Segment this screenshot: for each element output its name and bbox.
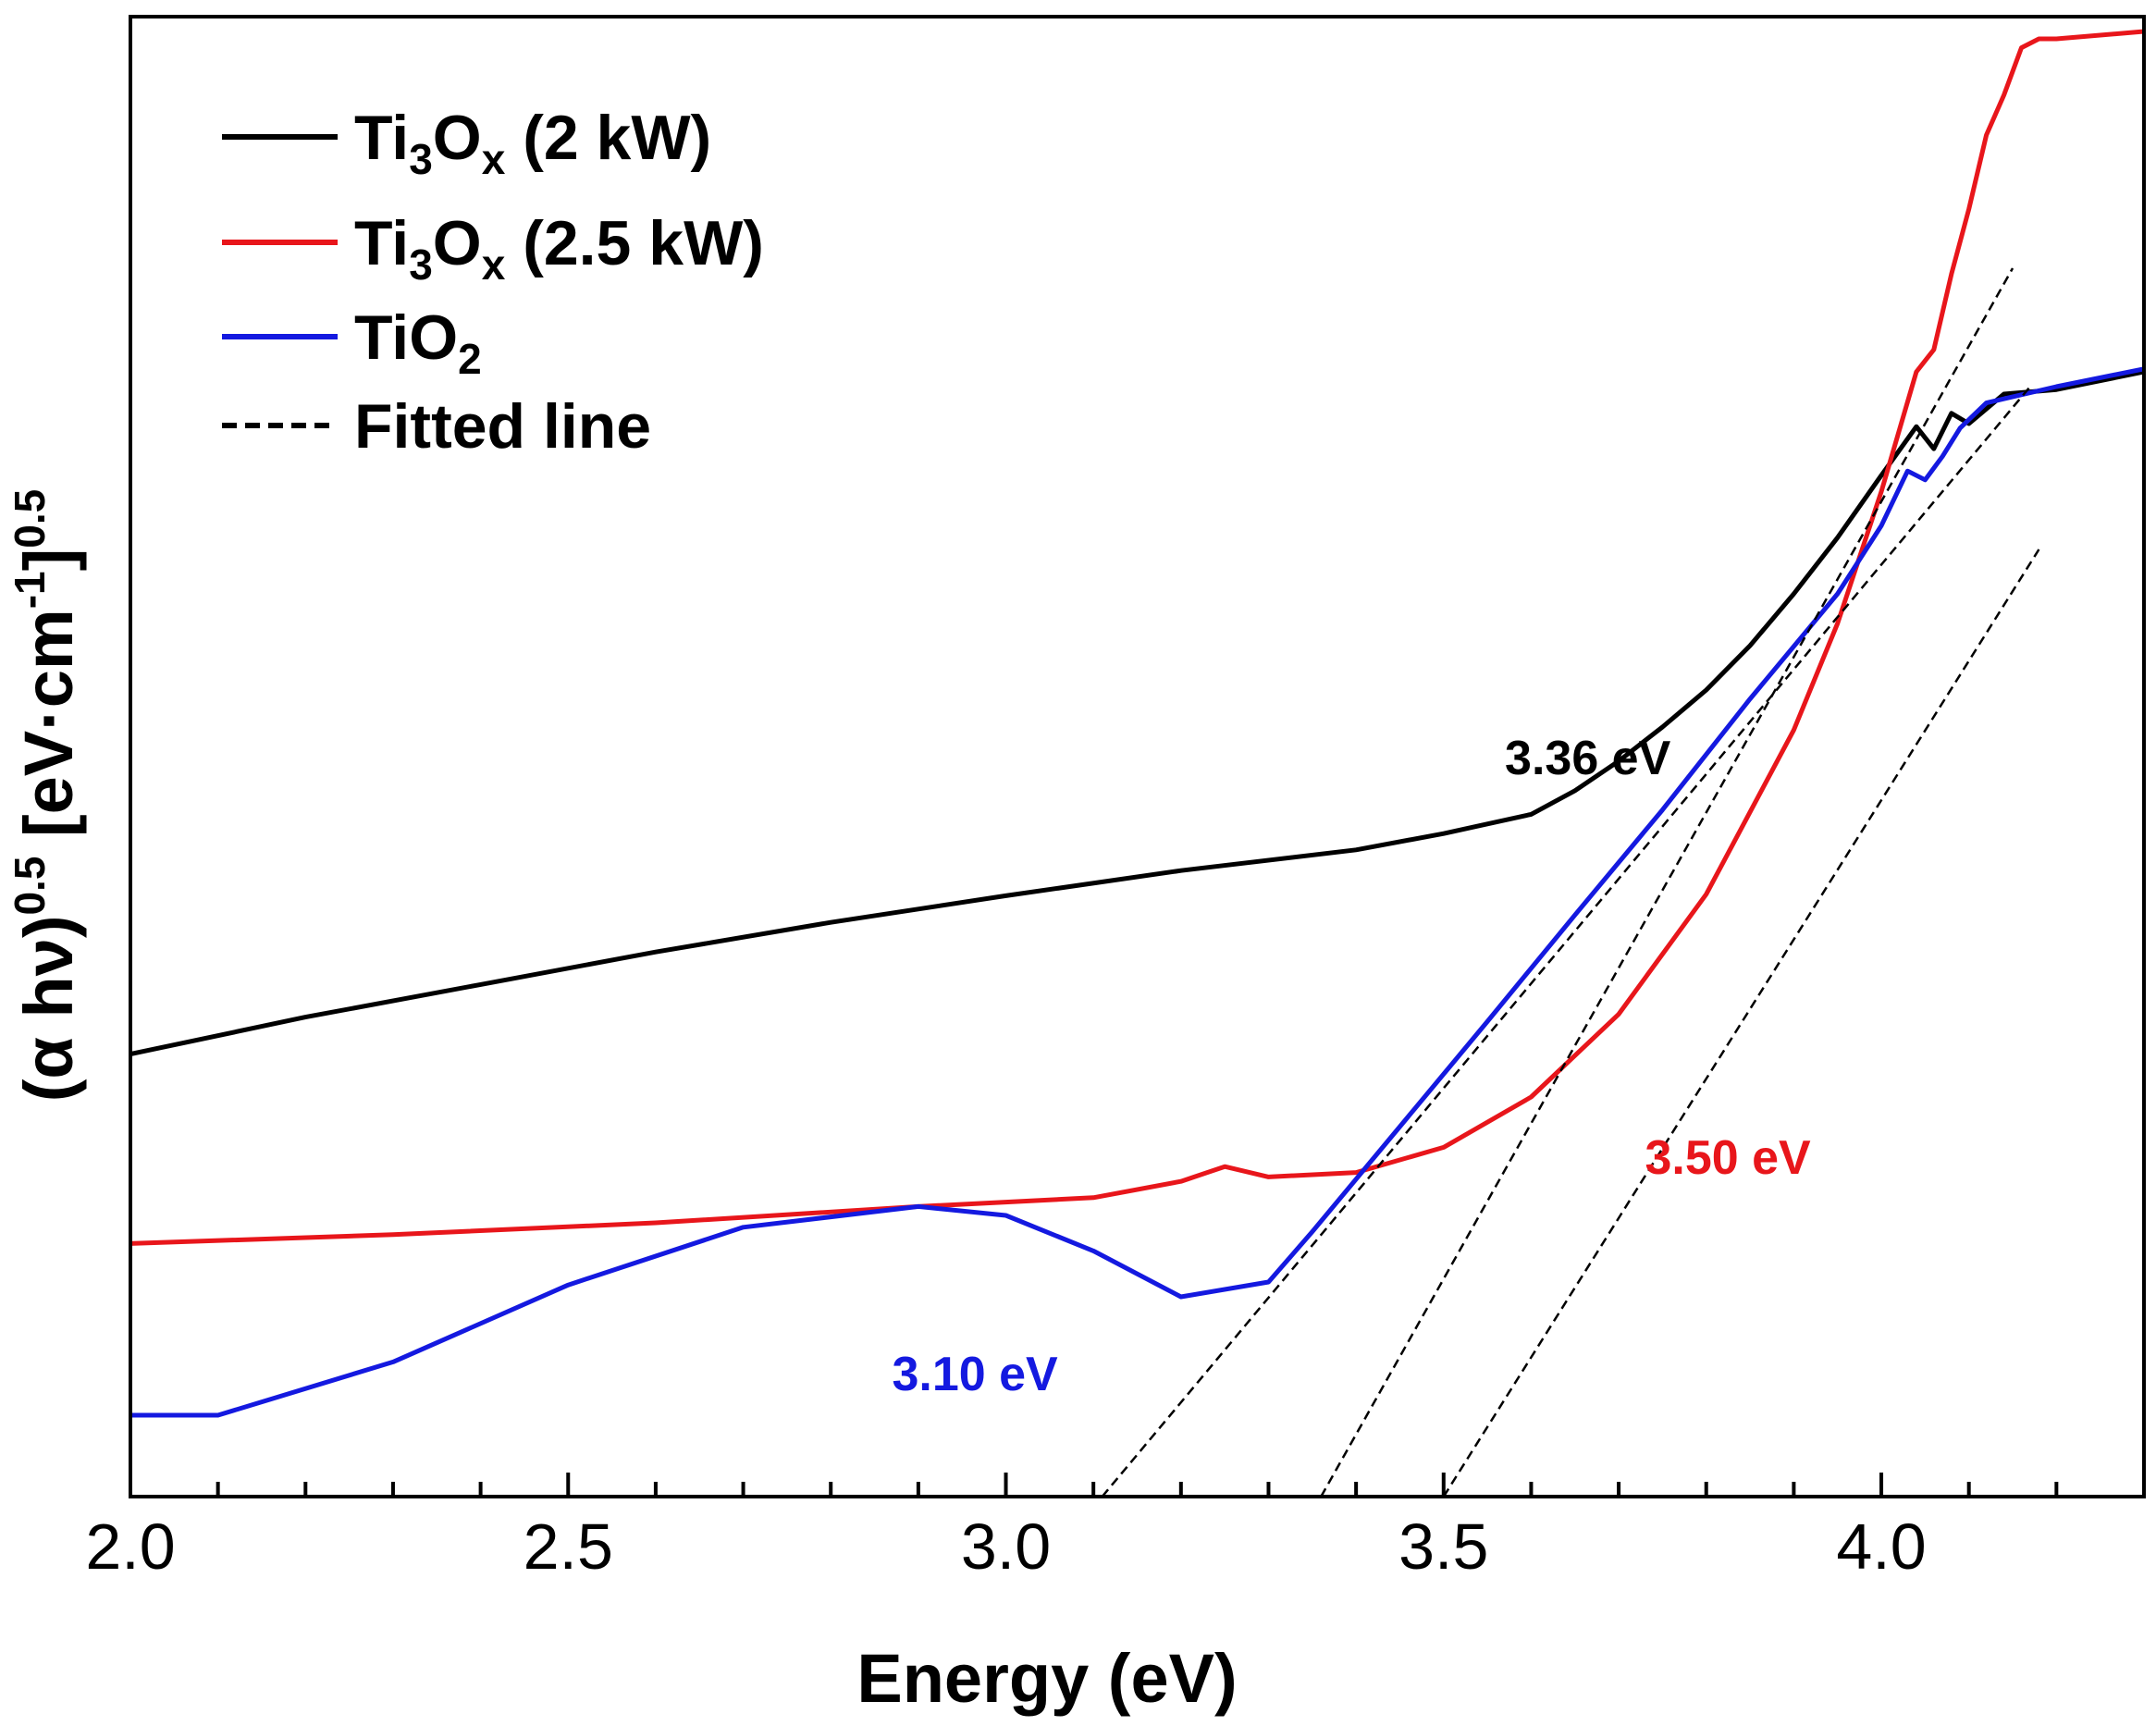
series-line-ti3ox-25kw (130, 29, 2144, 1246)
fitted-line-3 (1442, 549, 2040, 1497)
legend-item-tio2: TiO2 (222, 302, 482, 383)
x-tick-label: 2.5 (524, 1510, 613, 1583)
fitted-line-1 (1101, 386, 2031, 1497)
legend-label-ti3ox-25kw: Ti3Ox (2.5 kW) (354, 208, 764, 289)
legend-item-fitted-line: Fitted line (222, 391, 651, 462)
plot-frame (129, 15, 2146, 1498)
x-tick-label: 4.0 (1836, 1510, 1926, 1583)
y-axis-title: (α hν)0.5 [eV·cm-1]0.5 (6, 489, 87, 1102)
legend-label-tio2: TiO2 (354, 302, 482, 383)
x-axis-title: Energy (eV) (856, 1640, 1237, 1717)
fitted-line-2 (1320, 267, 2014, 1497)
series-line-ti3ox-2kw (130, 369, 2144, 1057)
legend-label-fitted-line: Fitted line (354, 391, 651, 462)
legend-item-ti3ox-2kw: Ti3Ox (2 kW) (222, 103, 711, 183)
annotation-a310: 3.10 eV (892, 1348, 1058, 1401)
x-tick-label: 2.0 (85, 1510, 175, 1583)
series-line-tio2 (130, 366, 2144, 1418)
annotation-a336: 3.36 eV (1505, 732, 1671, 785)
legend-item-ti3ox-25kw: Ti3Ox (2.5 kW) (222, 208, 764, 289)
legend: Ti3Ox (2 kW) Ti3Ox (2.5 kW) TiO2 Fitted … (222, 103, 764, 462)
x-tick-label: 3.5 (1398, 1510, 1488, 1583)
x-tick-label: 3.0 (961, 1510, 1051, 1583)
legend-label-ti3ox-2kw: Ti3Ox (2 kW) (354, 103, 711, 183)
annotation-a350: 3.50 eV (1645, 1131, 1811, 1185)
